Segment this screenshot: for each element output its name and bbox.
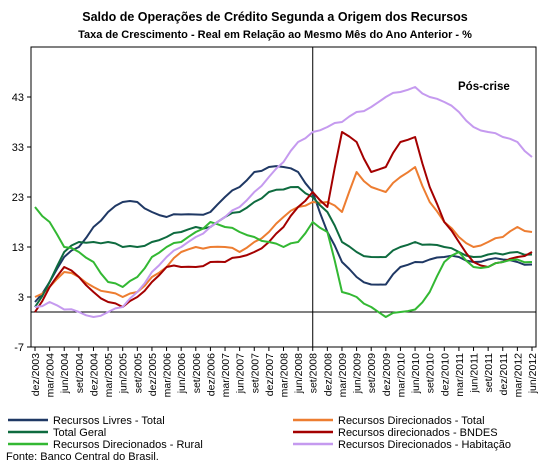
x-tick-label: mar/2005 xyxy=(103,353,115,398)
x-tick-label: jun/2006 xyxy=(176,353,188,394)
x-tick-label: mar/2009 xyxy=(337,353,349,398)
x-tick-label: mar/2007 xyxy=(220,353,232,398)
legend: Recursos Livres - Total Recursos Direcion… xyxy=(8,415,511,451)
chart-subtitle: Taxa de Crescimento - Real em Relação ao… xyxy=(78,29,472,41)
x-tick-label: mar/2011 xyxy=(454,353,466,397)
x-tick-label: set/2010 xyxy=(425,353,437,393)
x-tick-label: dez/2009 xyxy=(381,353,393,396)
source-note: Fonte: Banco Central do Brasil. xyxy=(6,451,159,463)
x-tick-label: set/2006 xyxy=(191,353,203,393)
y-tick-label: -7 xyxy=(14,342,24,354)
series-line-recursos-direcionados-rural xyxy=(34,206,533,318)
series-line-recursos-direcionados-bndes xyxy=(34,131,533,313)
x-tick-label: jun/2009 xyxy=(352,353,364,394)
series-line-recursos-direcionados-total xyxy=(34,166,533,298)
x-tick-label: dez/2004 xyxy=(88,353,100,396)
legend-label: Recursos direcionados - BNDES xyxy=(338,427,498,439)
x-tick-label: jun/2005 xyxy=(118,353,130,394)
legend-label: Recursos Direcionados - Rural xyxy=(53,439,203,451)
plot-area xyxy=(30,46,537,348)
x-tick-label: dez/2006 xyxy=(205,353,217,396)
series-line-recursos-direcionados-habitacao xyxy=(34,86,533,318)
x-tick-label: jun/2010 xyxy=(410,353,422,394)
x-tick-label: jun/2008 xyxy=(293,353,305,394)
x-tick-label: set/2004 xyxy=(74,353,86,393)
x-tick-label: dez/2003 xyxy=(30,353,42,396)
x-tick-label: dez/2010 xyxy=(439,353,451,396)
x-tick-label: jun/2012 xyxy=(527,353,539,394)
x-tick-label: set/2005 xyxy=(132,353,144,393)
x-tick-label: set/2008 xyxy=(308,353,320,393)
y-tick-label: 33 xyxy=(12,142,24,154)
x-tick-label: mar/2008 xyxy=(279,353,291,398)
y-axis: -7 3 13 23 33 43 xyxy=(12,92,31,354)
annotation-pos-crise: Pós-crise xyxy=(458,81,510,93)
x-tick-label: dez/2011 xyxy=(498,353,510,396)
x-tick-label: jun/2004 xyxy=(59,353,71,394)
x-tick-label: mar/2006 xyxy=(162,353,174,398)
series-group xyxy=(34,86,533,318)
x-tick-label: set/2007 xyxy=(249,353,261,393)
legend-label: Recursos Direcionados - Habitação xyxy=(338,439,511,451)
x-tick-label: dez/2005 xyxy=(147,353,159,396)
legend-label: Total Geral xyxy=(53,427,106,439)
legend-label: Recursos Livres - Total xyxy=(53,415,165,427)
x-tick-label: jun/2007 xyxy=(235,353,247,394)
y-tick-label: 23 xyxy=(12,192,24,204)
y-tick-label: 13 xyxy=(12,242,24,254)
series-line-total-geral xyxy=(34,186,533,308)
x-tick-label: jun/2011 xyxy=(469,353,481,394)
x-tick-label: mar/2012 xyxy=(512,353,524,398)
x-tick-label: mar/2004 xyxy=(45,353,57,398)
x-tick-label: dez/2008 xyxy=(322,353,334,396)
x-tick-label: mar/2010 xyxy=(395,353,407,398)
y-tick-label: 3 xyxy=(18,292,24,304)
x-tick-label: dez/2007 xyxy=(264,353,276,396)
x-tick-label: set/2011 xyxy=(483,353,495,393)
legend-label: Recursos Direcionados - Total xyxy=(338,415,485,427)
series-line-recursos-livres-total xyxy=(34,165,533,303)
chart-title: Saldo de Operações de Crédito Segunda a … xyxy=(82,10,468,24)
y-tick-label: 43 xyxy=(12,92,24,104)
x-axis: dez/2003 mar/2004 jun/2004 set/2004 dez/2004… xyxy=(30,347,539,397)
x-tick-label: set/2009 xyxy=(366,353,378,393)
